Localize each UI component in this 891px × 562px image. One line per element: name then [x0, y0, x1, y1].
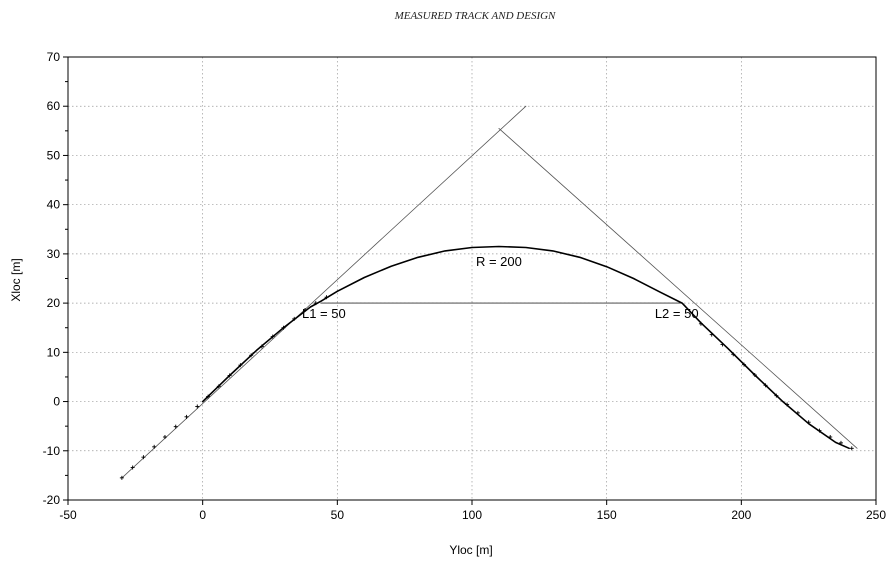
annotations-layer: R = 200 L1 = 50 L2 = 50 [302, 254, 699, 321]
y-tick-label: 40 [47, 198, 61, 212]
y-tick-label: 70 [47, 50, 61, 64]
x-tick-label: 200 [731, 508, 751, 522]
x-tick-label: 0 [199, 508, 206, 522]
y-tick-label: 0 [53, 395, 60, 409]
x-tick-label: -50 [59, 508, 77, 522]
y-tick-label: -20 [43, 493, 61, 507]
tangent-1-line [121, 105, 527, 479]
x-axis-ticks: -50 0 50 100 150 200 250 [59, 500, 886, 522]
y-tick-label: -10 [43, 444, 61, 458]
y-tick-label: 50 [47, 148, 61, 162]
series-layer [119, 105, 858, 480]
y-tick-label: 60 [47, 99, 61, 113]
annotation-label: L1 = 50 [302, 306, 346, 321]
annotation-label: R = 200 [476, 254, 522, 269]
y-tick-label: 30 [47, 247, 61, 261]
x-axis-label: Yloc [m] [449, 543, 492, 557]
measured-points-series [119, 295, 854, 480]
x-tick-label: 50 [331, 508, 345, 522]
y-axis-label: Xloc [m] [9, 258, 23, 301]
x-tick-label: 100 [462, 508, 482, 522]
grid [68, 57, 876, 500]
annotation-label: L2 = 50 [655, 306, 699, 321]
y-tick-label: 10 [47, 345, 61, 359]
chart-title: MEASURED TRACK AND DESIGN [394, 10, 556, 22]
y-axis-ticks: -20 -10 0 10 20 30 40 50 60 70 [43, 50, 68, 507]
design-curve-line [201, 245, 850, 450]
x-tick-label: 250 [866, 508, 886, 522]
x-tick-label: 150 [597, 508, 617, 522]
y-tick-label: 20 [47, 296, 61, 310]
tangent-2-line [498, 127, 858, 449]
